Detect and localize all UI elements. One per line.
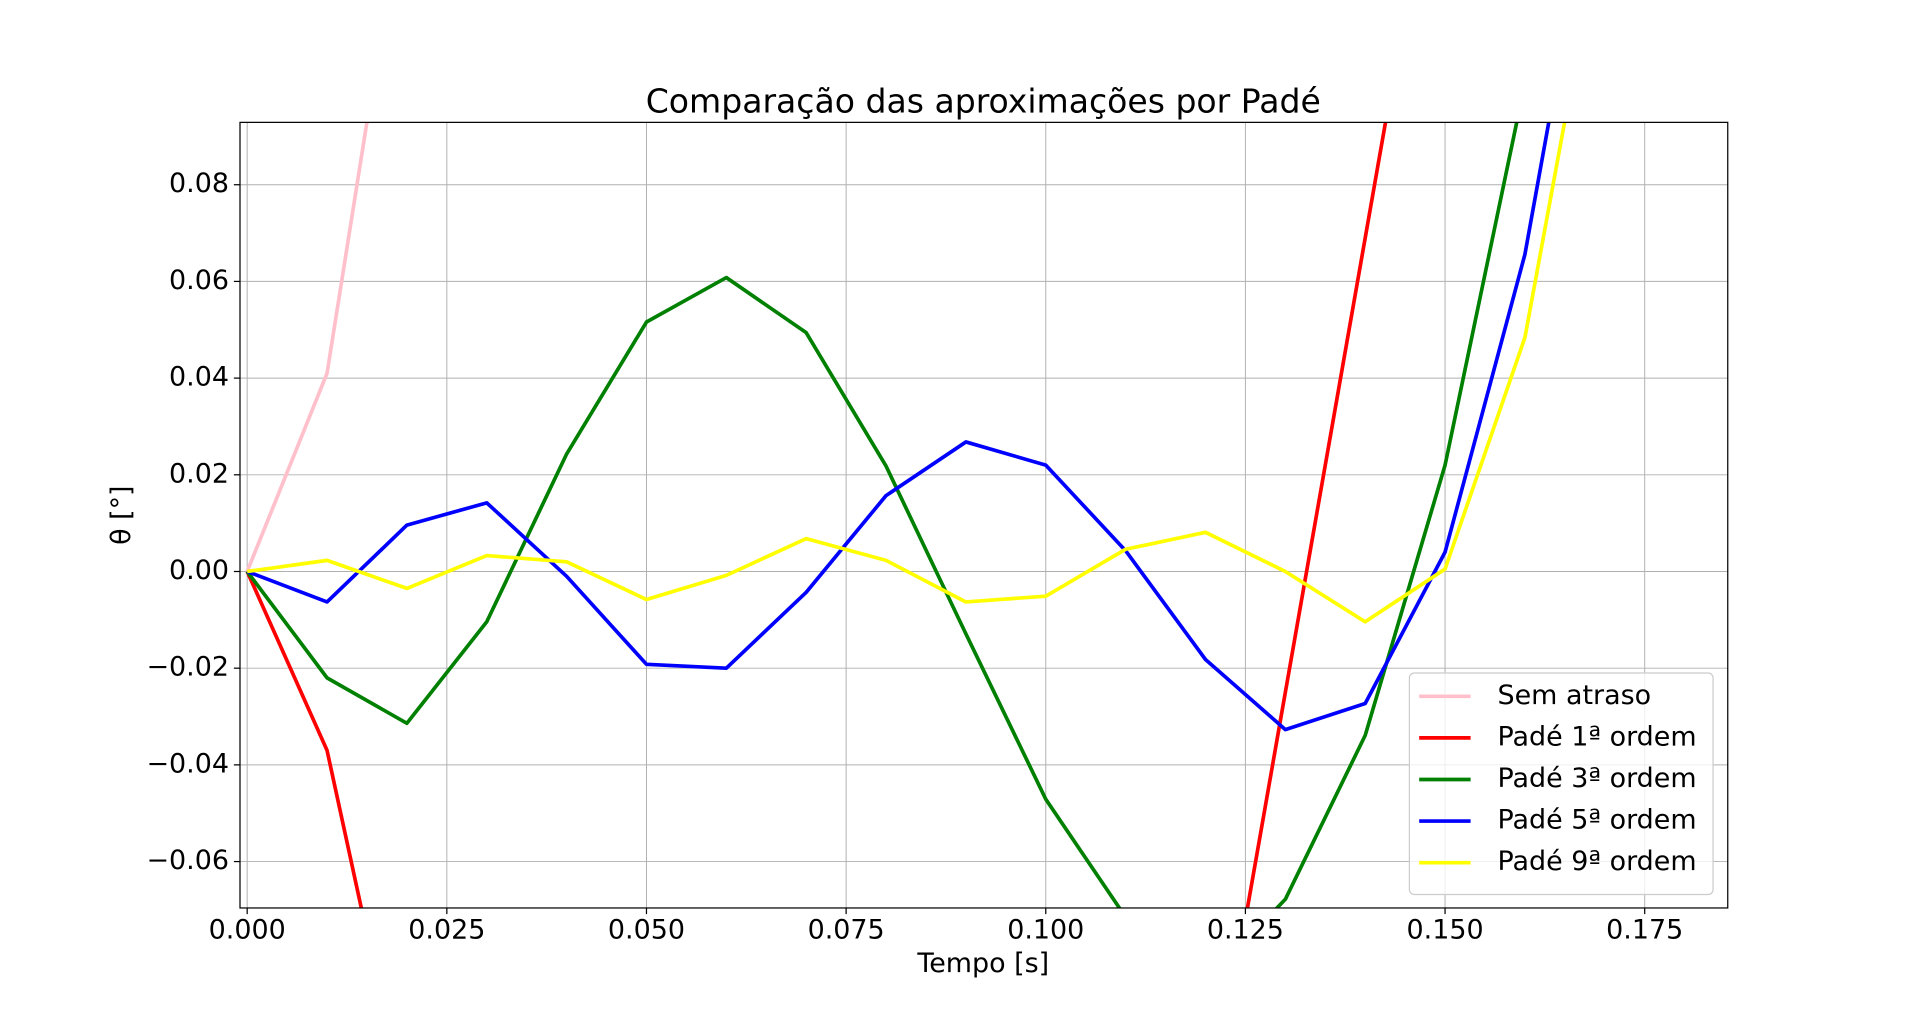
plot-frame [239, 121, 1729, 909]
x-tick-label: 0.100 [1007, 915, 1084, 946]
legend-box [1408, 672, 1714, 896]
y-tick-label: −0.02 [146, 652, 228, 683]
x-tick-label: 0.000 [209, 915, 286, 946]
y-tick-label: 0.08 [169, 168, 229, 199]
plot-lines [245, 122, 1567, 908]
y-tick-label: −0.04 [146, 748, 228, 779]
y-tick-label: −0.06 [146, 845, 228, 876]
x-tick-label: 0.150 [1407, 915, 1484, 946]
series-line [245, 122, 1519, 908]
series-line [246, 122, 1567, 624]
x-axis-label: Tempo [s] [916, 948, 1049, 979]
legend-label: Padé 5ª ordem [1498, 805, 1697, 836]
x-tick-label: 0.175 [1606, 915, 1683, 946]
x-tick-label: 0.075 [808, 915, 885, 946]
y-tick-label: 0.04 [169, 362, 229, 393]
x-tick-label: 0.050 [608, 915, 685, 946]
series-line [245, 122, 1388, 908]
y-axis-label: θ [°] [106, 485, 137, 544]
series-line [245, 122, 369, 573]
y-tick-label: 0.06 [169, 265, 229, 296]
legend-label: Padé 3ª ordem [1498, 763, 1697, 794]
chart-title: Comparação das aproximações por Padé [646, 81, 1321, 120]
series-line [246, 122, 1551, 732]
x-tick-label: 0.025 [408, 915, 485, 946]
legend-label: Sem atraso [1498, 680, 1652, 711]
y-tick-label: 0.00 [169, 555, 229, 586]
x-tick-label: 0.125 [1207, 915, 1284, 946]
legend-label: Padé 1ª ordem [1498, 721, 1697, 752]
y-tick-label: 0.02 [169, 458, 229, 489]
legend-label: Padé 9ª ordem [1498, 846, 1697, 877]
